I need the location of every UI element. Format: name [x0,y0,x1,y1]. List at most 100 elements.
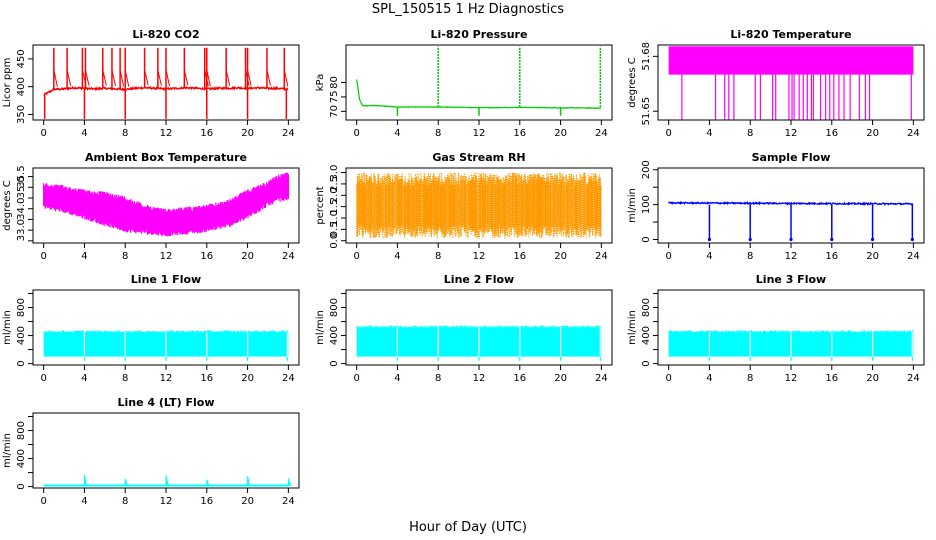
x-tick-label: 4 [706,128,712,139]
plot-area-line1 [43,330,289,361]
x-tick-label: 20 [866,128,879,139]
x-tick-label: 16 [825,128,838,139]
x-tick-label: 16 [513,373,526,384]
x-tick-label: 8 [435,373,441,384]
plot-area-pressure [356,46,602,116]
panel-co2: Li-820 CO2 Licor ppm 0 4 8 12 16 20 24 350 400 450 [2,28,300,139]
y-tick-label: 800 [329,298,340,317]
x-tick-label: 4 [394,128,400,139]
plot-area-temperature [668,46,914,120]
y-axis-label: ml/min [2,433,13,468]
x-tick-label: 0 [40,128,46,139]
x-tick-label: 8 [122,496,128,507]
sample-flow-dip-point [707,237,712,242]
co2-spike-decay [119,69,125,87]
panel-title: Li-820 Temperature [730,28,851,41]
panel-title: Li-820 CO2 [132,28,199,41]
panel-title: Ambient Box Temperature [85,151,247,164]
panel-title: Gas Stream RH [432,151,525,164]
x-tick-label: 20 [554,373,567,384]
x-tick-label: 24 [907,251,920,262]
x-tick-label: 4 [394,373,400,384]
x-tick-label: 24 [282,373,295,384]
x-tick-label: 8 [122,128,128,139]
box-temp-series [43,172,289,237]
co2-spike-decay [53,69,58,87]
x-tick-label: 0 [353,373,359,384]
x-tick-label: 16 [200,251,213,262]
x-tick-label: 20 [554,251,567,262]
x-tick-label: 16 [200,373,213,384]
x-tick-label: 24 [907,128,920,139]
y-tick-label: 400 [641,326,652,345]
co2-spike-decay [247,69,252,86]
y-tick-label: 800 [16,421,27,440]
x-tick-label: 12 [160,251,173,262]
co2-spike-decay [225,69,231,86]
y-tick-label: 1.5 [329,199,340,215]
x-tick-label: 0 [665,373,671,384]
y-tick-label: 34.0 [16,198,27,220]
y-tick-label: 0.0 [329,233,340,249]
figure-xlabel: Hour of Day (UTC) [409,520,527,535]
y-tick-label: 80 [329,76,340,89]
x-tick-label: 4 [81,373,87,384]
y-tick-label: 0 [329,360,340,366]
panel-title: Li-820 Pressure [431,28,528,41]
line4-spike [83,474,88,487]
x-tick-label: 0 [353,251,359,262]
x-tick-label: 4 [81,496,87,507]
plot-area-co2 [43,47,289,119]
x-tick-label: 16 [825,373,838,384]
sample-flow-dip-point [789,237,793,242]
plot-area-line2 [356,325,602,361]
x-tick-label: 20 [241,373,254,384]
plot-area-line4 [43,474,292,487]
x-tick-label: 12 [785,251,798,262]
x-tick-label: 20 [866,251,879,262]
x-tick-label: 8 [435,128,441,139]
line1-noise [43,330,288,333]
panel-line2: Line 2 Flow ml/min 0 4 8 12 16 20 24 0 400 800 [315,273,613,384]
y-tick-label: 70 [329,105,340,118]
x-tick-label: 0 [665,251,671,262]
plot-frame [32,289,300,366]
y-tick-label: 51.65 [641,97,652,126]
x-tick-label: 24 [907,373,920,384]
co2-spike-decay [124,69,130,87]
y-tick-label: 800 [16,298,27,317]
line4-spike [247,475,251,487]
x-tick-label: 4 [81,251,87,262]
sample-flow-dip-point [830,237,834,242]
plot-frame [345,44,613,121]
panel-title: Line 2 Flow [444,273,514,286]
panel-line1: Line 1 Flow ml/min 0 4 8 12 16 20 24 0 400 800 [2,273,300,384]
y-tick-label: 400 [329,326,340,345]
y-tick-label: 100 [641,195,652,214]
x-tick-label: 12 [160,373,173,384]
temperature-band [668,46,914,75]
x-tick-label: 16 [200,128,213,139]
sample-flow-dip-point [910,237,914,242]
co2-spike-decay [84,69,90,86]
co2-spike-decay [144,69,149,86]
x-tick-label: 0 [40,373,46,384]
x-tick-label: 0 [40,496,46,507]
panel-sample_flow: Sample Flow ml/min 0 4 8 12 16 20 24 0 100 200 [627,151,925,262]
y-axis-label: kPa [315,74,326,92]
y-tick-label: 35.5 [16,165,27,187]
y-tick-label: 0.5 [329,221,340,237]
y-tick-label: 0 [16,483,27,489]
co2-spike-decay [206,69,211,87]
x-tick-label: 16 [200,496,213,507]
y-axis-label: ml/min [627,310,638,345]
panel-title: Sample Flow [752,151,831,164]
y-tick-label: 0 [641,236,652,242]
y-tick-label: 33.0 [16,219,27,241]
y-tick-label: 0 [641,360,652,366]
figure-title: SPL_150515 1 Hz Diagnostics [372,2,564,17]
y-tick-label: 400 [16,449,27,468]
